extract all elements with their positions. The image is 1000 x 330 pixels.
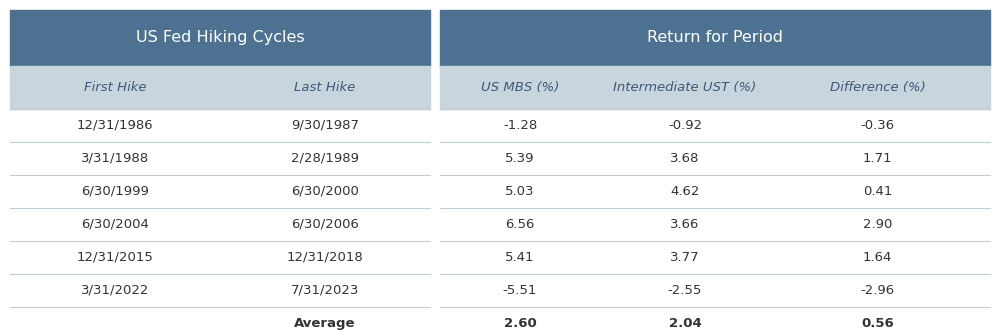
Text: -5.51: -5.51	[503, 284, 537, 297]
Text: Difference (%): Difference (%)	[830, 81, 925, 94]
Text: 3.68: 3.68	[670, 152, 700, 165]
Bar	[10, 66, 430, 109]
Text: 2.60: 2.60	[504, 317, 536, 330]
Bar	[440, 66, 990, 109]
Text: US MBS (%): US MBS (%)	[481, 81, 559, 94]
Text: 2/28/1989: 2/28/1989	[291, 152, 359, 165]
Text: 12/31/2018: 12/31/2018	[287, 251, 363, 264]
Text: 6/30/2000: 6/30/2000	[291, 185, 359, 198]
Text: 6/30/2006: 6/30/2006	[291, 218, 359, 231]
Text: Last Hike: Last Hike	[294, 81, 356, 94]
Text: 0.41: 0.41	[863, 185, 892, 198]
Text: 1.64: 1.64	[863, 251, 892, 264]
Text: 2.04: 2.04	[669, 317, 701, 330]
Text: 5.39: 5.39	[505, 152, 535, 165]
Text: First Hike: First Hike	[84, 81, 146, 94]
Text: 12/31/1986: 12/31/1986	[77, 119, 153, 132]
Text: 3.77: 3.77	[670, 251, 700, 264]
Text: 4.62: 4.62	[670, 185, 700, 198]
Text: 6.56: 6.56	[505, 218, 535, 231]
Text: 3/31/1988: 3/31/1988	[81, 152, 149, 165]
Text: Return for Period: Return for Period	[647, 30, 783, 46]
Bar	[440, 10, 990, 66]
Text: 1.71: 1.71	[863, 152, 892, 165]
Text: -0.36: -0.36	[860, 119, 895, 132]
Text: 9/30/1987: 9/30/1987	[291, 119, 359, 132]
Text: 2.90: 2.90	[863, 218, 892, 231]
Text: -2.96: -2.96	[860, 284, 895, 297]
Text: US Fed Hiking Cycles: US Fed Hiking Cycles	[136, 30, 304, 46]
Text: 5.41: 5.41	[505, 251, 535, 264]
Text: Average: Average	[294, 317, 356, 330]
Text: 12/31/2015: 12/31/2015	[77, 251, 153, 264]
Text: -0.92: -0.92	[668, 119, 702, 132]
Text: 3.66: 3.66	[670, 218, 700, 231]
Text: -2.55: -2.55	[668, 284, 702, 297]
Text: 5.03: 5.03	[505, 185, 535, 198]
Text: 0.56: 0.56	[861, 317, 894, 330]
Text: -1.28: -1.28	[503, 119, 537, 132]
Text: Intermediate UST (%): Intermediate UST (%)	[613, 81, 757, 94]
Text: 3/31/2022: 3/31/2022	[81, 284, 149, 297]
Bar	[10, 10, 430, 66]
Text: 6/30/1999: 6/30/1999	[81, 185, 149, 198]
Text: 6/30/2004: 6/30/2004	[81, 218, 149, 231]
Text: 7/31/2023: 7/31/2023	[291, 284, 359, 297]
